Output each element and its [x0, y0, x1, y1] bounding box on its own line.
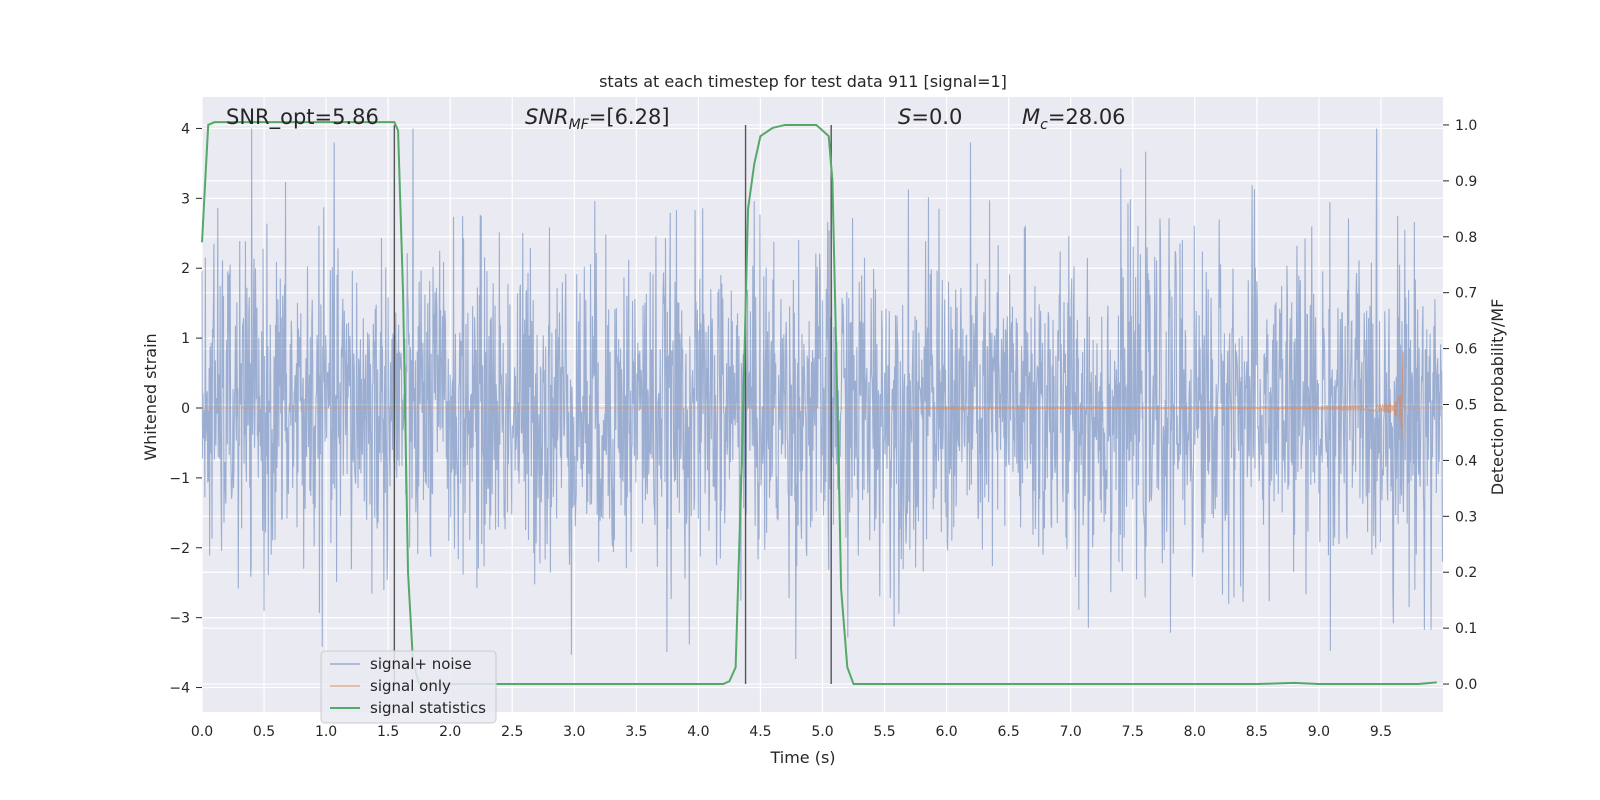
y-tick-label: −2	[169, 541, 190, 557]
y2-tick-label: 0.0	[1455, 677, 1477, 693]
x-tick-label: 1.5	[377, 724, 399, 740]
y-tick-label: 3	[181, 191, 190, 207]
x-tick-label: 6.0	[935, 724, 957, 740]
mc-sub: c	[1040, 117, 1048, 133]
y2-tick-label: 0.5	[1455, 398, 1477, 414]
signal-noise-series	[201, 128, 1444, 660]
x-tick-label: 3.0	[563, 724, 585, 740]
x-tick-label: 3.5	[625, 724, 647, 740]
s-annotation: S=0.0	[898, 105, 962, 129]
marker-lines	[393, 124, 832, 685]
y-tick-label: 1	[181, 331, 190, 347]
snr-mf-main: SNR	[525, 105, 569, 129]
signal-noise-line	[201, 128, 1444, 660]
y2-tick-label: 0.3	[1455, 509, 1477, 525]
x-tick-label: 0.0	[191, 724, 213, 740]
y-axis-label: Whitened strain	[141, 333, 160, 460]
s-main: S	[898, 105, 911, 129]
mc-value: =28.06	[1048, 105, 1126, 129]
signal-statistics-series	[201, 121, 1437, 686]
x-tick-label: 2.5	[501, 724, 523, 740]
legend-box	[320, 650, 497, 724]
y2-tick-label: 0.1	[1455, 621, 1477, 637]
chart-title: stats at each timestep for test data 911…	[599, 72, 1007, 91]
y-tick-label: 2	[181, 261, 190, 277]
y2-tick-label: 1.0	[1455, 118, 1477, 134]
x-tick-label: 7.5	[1122, 724, 1144, 740]
snr-mf-value: =[6.28]	[589, 105, 670, 129]
y2-axis-label: Detection probability/MF	[1488, 299, 1507, 496]
x-tick-label: 4.5	[749, 724, 771, 740]
y-tick-label: 0	[181, 401, 190, 417]
legend: signal+ noise signal only signal statist…	[320, 650, 497, 724]
y2-axis-ticks: 1.0 0.9 0.8 0.7 0.6 0.5 0.4 0.3 0.2 0.1 0.0	[1443, 118, 1477, 693]
x-tick-label: 4.0	[687, 724, 709, 740]
y2-tick-label: 0.7	[1455, 286, 1477, 302]
signal-only-series	[202, 351, 1443, 439]
x-tick-label: 9.0	[1308, 724, 1330, 740]
signal-statistics-line	[201, 121, 1437, 686]
x-tick-label: 8.5	[1246, 724, 1268, 740]
legend-label-stats: signal statistics	[370, 699, 486, 717]
y-tick-label: −3	[169, 611, 190, 627]
s-value: =0.0	[911, 105, 962, 129]
x-tick-label: 6.5	[998, 724, 1020, 740]
x-tick-label: 2.0	[439, 724, 461, 740]
y2-tick-label: 0.8	[1455, 230, 1477, 246]
y2-tick-label: 0.9	[1455, 174, 1477, 190]
snr-mf-sub: MF	[569, 117, 590, 133]
mc-annotation: Mc=28.06	[1022, 105, 1126, 133]
x-axis-ticks: 0.0 0.5 1.0 1.5 2.0 2.5 3.0 3.5 4.0 4.5 5.0 5.5 6.0 6…	[191, 724, 1392, 740]
x-tick-label: 9.5	[1370, 724, 1392, 740]
x-tick-label: 5.5	[873, 724, 895, 740]
mc-main: M	[1022, 105, 1040, 129]
legend-label-noise: signal+ noise	[370, 655, 472, 673]
x-axis-label: Time (s)	[769, 748, 835, 767]
y2-tick-label: 0.6	[1455, 342, 1477, 358]
x-tick-label: 7.0	[1060, 724, 1082, 740]
y-axis-ticks: 4 3 2 1 0 −1 −2 −3 −4	[169, 121, 202, 697]
y-tick-label: 4	[181, 121, 190, 137]
y-tick-label: −1	[169, 471, 190, 487]
x-tick-label: 0.5	[253, 724, 275, 740]
snr-opt-annotation: SNR_opt=5.86	[226, 105, 379, 130]
x-tick-label: 1.0	[315, 724, 337, 740]
x-tick-label: 5.0	[811, 724, 833, 740]
signal-only-line	[202, 351, 1443, 439]
y2-tick-label: 0.4	[1455, 453, 1477, 469]
snr-mf-annotation: SNRMF=[6.28]	[525, 105, 670, 133]
y-tick-label: −4	[169, 681, 190, 697]
x-tick-label: 8.0	[1184, 724, 1206, 740]
legend-label-signal: signal only	[370, 677, 451, 695]
y2-tick-label: 0.2	[1455, 565, 1477, 581]
